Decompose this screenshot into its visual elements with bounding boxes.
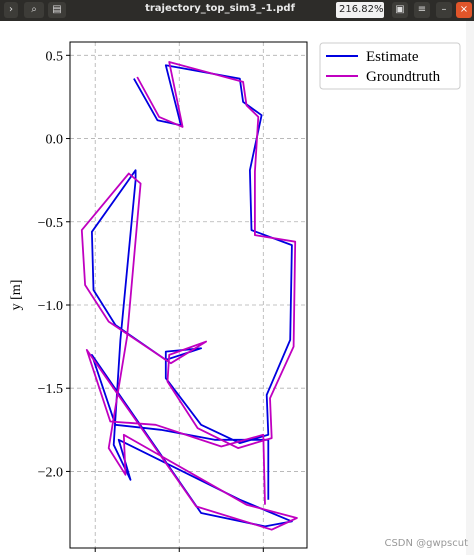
y-tick-label: 0.0 bbox=[46, 133, 64, 148]
sidebar-button[interactable]: ▤ bbox=[48, 2, 66, 18]
y-axis-label: y [m] bbox=[9, 280, 24, 311]
legend-box bbox=[319, 42, 461, 90]
watermark: CSDN @gwpscut bbox=[384, 538, 468, 549]
chart: y [m] 0.5 0.0 −0.5 −1.0 −1.5 −2.0 Estimate Grou… bbox=[9, 21, 474, 555]
plot-frame bbox=[69, 41, 308, 549]
trajectory-line bbox=[80, 61, 298, 531]
trajectory-line bbox=[91, 64, 293, 528]
close-button[interactable]: × bbox=[456, 2, 472, 18]
scrollbar[interactable] bbox=[466, 21, 474, 555]
y-tick-label: 0.5 bbox=[46, 49, 64, 64]
zoom-box[interactable]: 216.82% bbox=[336, 2, 384, 18]
title-bar: › ⌕ ▤ trajectory_top_sim3_-1.pdf 216.82%… bbox=[0, 0, 474, 21]
search-button[interactable]: ⌕ bbox=[24, 2, 44, 18]
y-tick-label: −2.0 bbox=[38, 465, 63, 480]
back-button[interactable]: › bbox=[4, 2, 18, 18]
y-tick-label: −0.5 bbox=[38, 216, 63, 231]
window-title: trajectory_top_sim3_-1.pdf bbox=[145, 3, 295, 14]
menu-button[interactable]: ≡ bbox=[414, 2, 430, 18]
legend-label: Groundtruth bbox=[366, 69, 441, 85]
save-button[interactable]: ▣ bbox=[392, 2, 408, 18]
minimize-button[interactable]: – bbox=[436, 2, 452, 18]
legend-label: Estimate bbox=[366, 49, 419, 65]
y-tick-label: −1.0 bbox=[38, 299, 63, 314]
y-tick-label: −1.5 bbox=[38, 382, 63, 397]
